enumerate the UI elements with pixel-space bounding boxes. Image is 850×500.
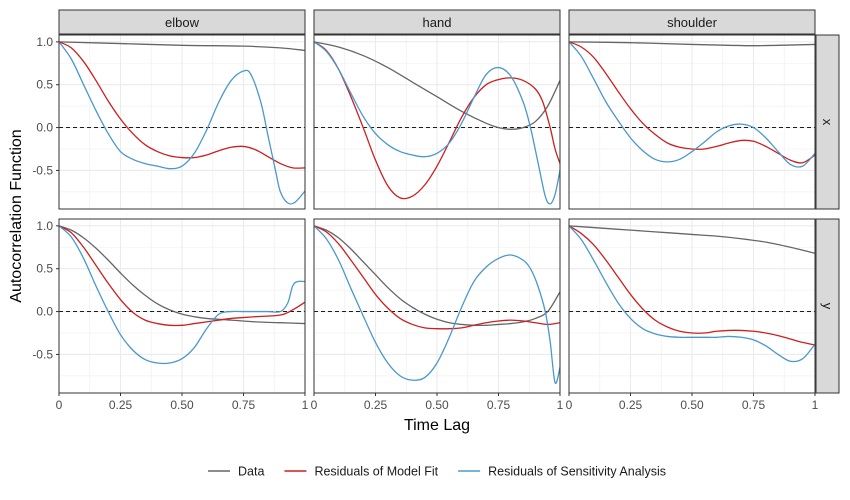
strip-label-elbow: elbow [165, 15, 200, 30]
x-tick-label: 0 [566, 398, 573, 412]
x-tick-label: 0.25 [364, 398, 388, 412]
y-tick-label: 0.5 [36, 262, 53, 276]
x-tick-label: 0.50 [680, 398, 704, 412]
series-line-residuals-of-sensitivity-analysis [59, 225, 305, 365]
series-group [314, 41, 560, 205]
x-tick-label: 0.25 [109, 398, 133, 412]
strip-y [815, 218, 840, 394]
series-line-data [314, 41, 560, 130]
series-group [569, 225, 815, 363]
strip-x [815, 34, 840, 210]
series-line-residuals-of-model-fit [59, 225, 305, 327]
strip-label-y: y [820, 303, 835, 310]
x-tick-label: 0.25 [619, 398, 643, 412]
x-tick-label: 1 [302, 398, 309, 412]
y-tick-label: 1.0 [36, 35, 53, 49]
series-line-data [569, 225, 815, 254]
panel-border [58, 34, 306, 210]
series-line-residuals-of-model-fit [569, 41, 815, 164]
strip-label-shoulder: shoulder [667, 15, 718, 30]
x-tick-label: 0.75 [232, 398, 256, 412]
series-line-residuals-of-model-fit [314, 225, 560, 330]
series-line-data [59, 41, 305, 52]
y-axis-title: Autocorrelation Function [8, 129, 25, 302]
panel-shoulder-y: 0 0.25 0.50 0.75 1 [566, 218, 819, 412]
y-tick-label: -0.5 [32, 163, 53, 177]
strip-label-x: x [820, 119, 835, 126]
series-group [59, 41, 305, 205]
y-tick-label: -0.5 [32, 347, 53, 361]
legend-label-residuals-of-model-fit: Residuals of Model Fit [314, 465, 438, 479]
series-line-residuals-of-sensitivity-analysis [59, 41, 305, 205]
legend-label-data: Data [238, 465, 264, 479]
x-tick-label: 0 [311, 398, 318, 412]
x-tick-label: 1 [812, 398, 819, 412]
y-tick-label: 0.5 [36, 78, 53, 92]
x-tick-label: 0.50 [170, 398, 194, 412]
legend-label-residuals-of-sensitivity-analysis: Residuals of Sensitivity Analysis [488, 465, 666, 479]
strip-label-hand: hand [423, 15, 452, 30]
panel-hand-y: 0 0.25 0.50 0.75 1 [311, 218, 564, 412]
series-group [569, 41, 815, 168]
panel-elbow-y: -0.5 0.0 0.5 1.0 0 0.25 0.50 0.75 1 [32, 218, 309, 412]
strip-shoulder [568, 9, 816, 35]
x-tick-label: 0.75 [487, 398, 511, 412]
panel-hand-x [313, 34, 561, 210]
legend-item-residuals-of-sensitivity-analysis: Residuals of Sensitivity Analysis [458, 465, 666, 479]
y-tick-label: 0.0 [36, 121, 53, 135]
x-tick-label: 0.75 [742, 398, 766, 412]
series-line-residuals-of-model-fit [569, 225, 815, 346]
series-line-residuals-of-sensitivity-analysis [314, 225, 560, 385]
legend: Data Residuals of Model Fit Residuals of S… [208, 465, 666, 479]
series-line-residuals-of-model-fit [59, 41, 305, 169]
panel-border [313, 34, 561, 210]
facet-grid: elbow hand shoulder x y -0.5 0.0 0.5 1.0 -0.5 0.0 0… [32, 9, 840, 412]
series-line-residuals-of-sensitivity-analysis [314, 41, 560, 205]
series-group [314, 225, 560, 385]
strip-elbow [58, 9, 306, 35]
y-tick-label: 1.0 [36, 219, 53, 233]
series-line-residuals-of-sensitivity-analysis [569, 41, 815, 168]
x-axis-title: Time Lag [404, 417, 470, 434]
strip-hand [313, 9, 561, 35]
panel-elbow-x: -0.5 0.0 0.5 1.0 [32, 34, 306, 210]
x-tick-label: 0.50 [425, 398, 449, 412]
legend-item-data: Data [208, 465, 264, 479]
panel-border [568, 34, 816, 210]
panel-shoulder-x [568, 34, 816, 210]
series-line-data [59, 225, 305, 325]
series-line-data [314, 225, 560, 327]
legend-item-residuals-of-model-fit: Residuals of Model Fit [284, 465, 439, 479]
x-tick-label: 1 [557, 398, 564, 412]
series-line-residuals-of-sensitivity-analysis [569, 225, 815, 363]
y-tick-label: 0.0 [36, 305, 53, 319]
series-group [59, 225, 305, 365]
x-tick-label: 0 [56, 398, 63, 412]
series-line-data [569, 41, 815, 47]
